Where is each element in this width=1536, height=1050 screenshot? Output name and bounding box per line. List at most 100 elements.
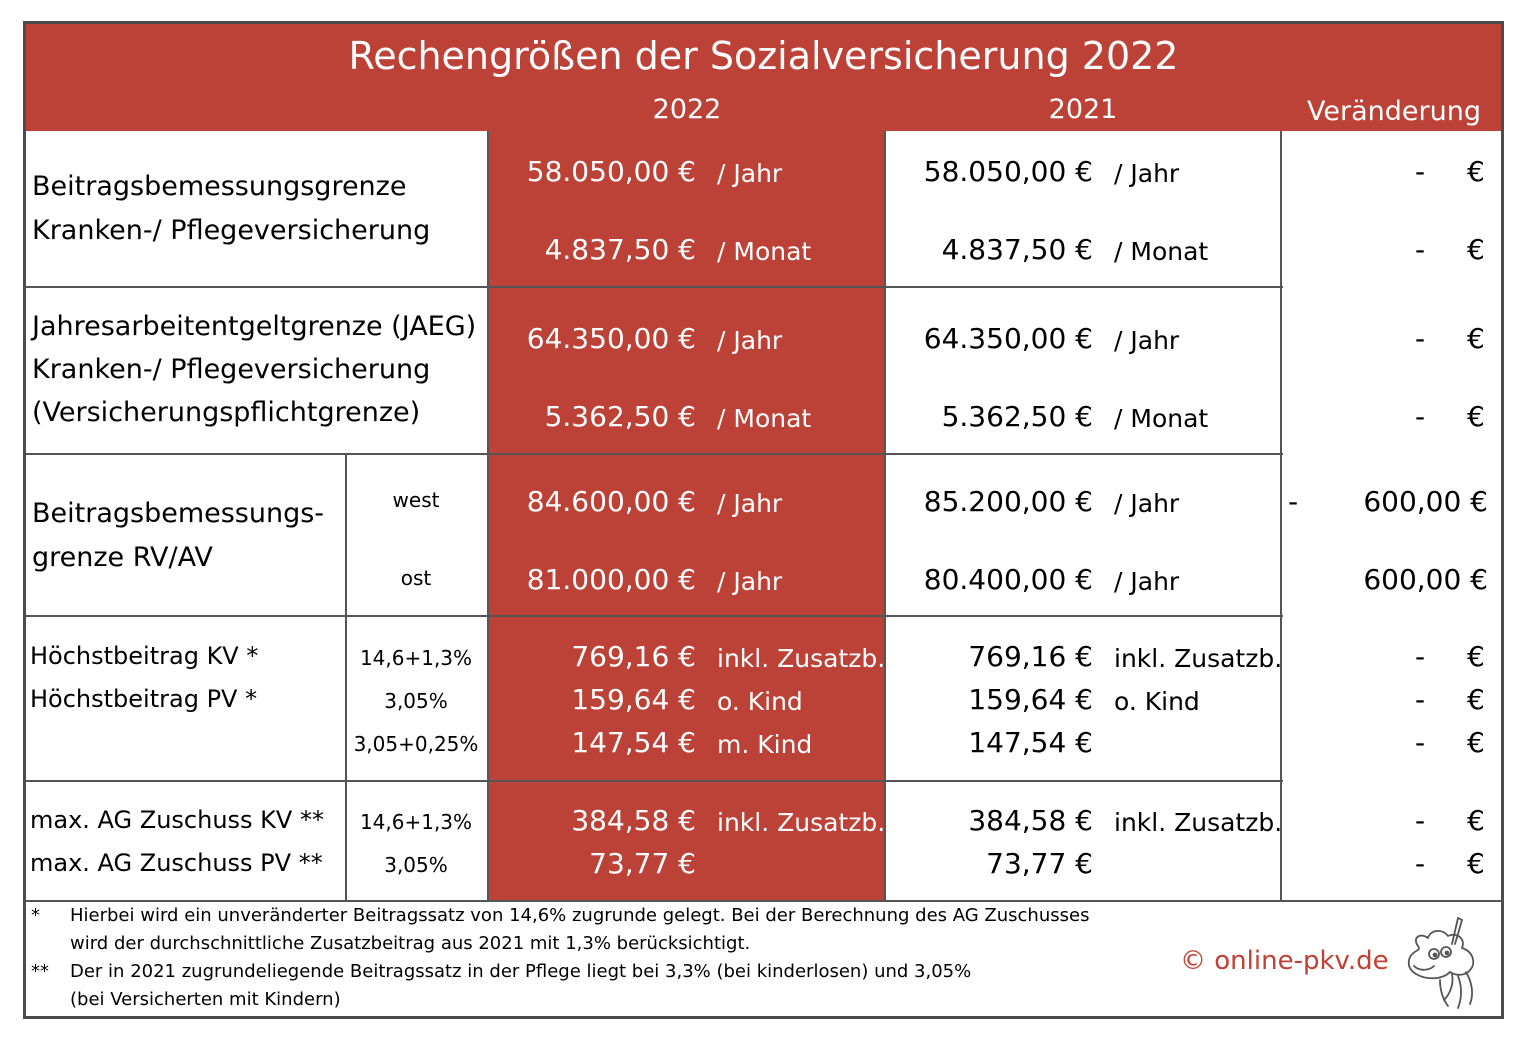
unit-label: o. Kind xyxy=(1114,687,1200,716)
footnote-text: (bei Versicherten mit Kindern) xyxy=(70,989,341,1010)
value-2022: 84.600,00 € xyxy=(526,485,696,518)
unit-label: inkl. Zusatzb. xyxy=(1114,808,1283,837)
unit-label: / Monat xyxy=(717,404,812,433)
value-2021: 4.837,50 € xyxy=(941,233,1093,266)
change-sign: - xyxy=(1288,485,1299,518)
rate-label: 3,05+0,25% xyxy=(353,732,479,756)
unit-label: / Jahr xyxy=(1114,159,1180,188)
footnote-text: wird der durchschnittliche Zusatzbeitrag… xyxy=(70,933,751,954)
value-2021: 58.050,00 € xyxy=(923,155,1093,188)
row-label: max. AG Zuschuss PV ** xyxy=(30,849,323,877)
value-2021: 159,64 € xyxy=(968,683,1093,716)
unit-label: / Jahr xyxy=(1114,489,1180,518)
column-2022-background xyxy=(489,131,885,901)
value-2022: 64.350,00 € xyxy=(526,322,696,355)
row-divider xyxy=(26,615,1283,617)
value-2022: 5.362,50 € xyxy=(544,400,696,433)
value-2022: 159,64 € xyxy=(571,683,696,716)
unit-label: / Monat xyxy=(1114,404,1209,433)
row-label: (Versicherungspflichtgrenze) xyxy=(32,397,421,428)
unit-label: / Jahr xyxy=(1114,326,1180,355)
rate-label: 3,05% xyxy=(384,853,448,877)
change-dash: - xyxy=(1415,400,1426,433)
change-euro: € xyxy=(1467,683,1485,716)
unit-label: / Jahr xyxy=(717,489,783,518)
change-dash: - xyxy=(1415,155,1426,188)
change-euro: € xyxy=(1467,233,1485,266)
rate-label: 3,05% xyxy=(384,689,448,713)
row-label: Jahresarbeitentgeltgrenze (JAEG) xyxy=(32,311,477,342)
value-2021: 80.400,00 € xyxy=(923,563,1093,596)
row-label: Beitragsbemessungs- xyxy=(32,498,325,529)
unit-label: inkl. Zusatzb. xyxy=(1114,644,1283,673)
row-label: grenze RV/AV xyxy=(32,542,213,573)
table-bottom-divider xyxy=(26,900,1501,902)
value-2022: 147,54 € xyxy=(571,726,696,759)
column-divider xyxy=(487,131,489,901)
footnote-text: Hierbei wird ein unveränderter Beitragss… xyxy=(70,905,1090,926)
column-header-change: Veränderung xyxy=(1307,96,1481,127)
change-euro: € xyxy=(1467,155,1485,188)
value-2021: 769,16 € xyxy=(968,640,1093,673)
change-euro: € xyxy=(1467,400,1485,433)
row-divider xyxy=(26,453,1283,455)
value-2022: 73,77 € xyxy=(589,847,696,880)
region-label-ost: ost xyxy=(400,566,432,590)
value-2021: 147,54 € xyxy=(968,726,1093,759)
change-euro: € xyxy=(1467,726,1485,759)
value-2021: 73,77 € xyxy=(986,847,1093,880)
change-euro: € xyxy=(1467,322,1485,355)
column-header-2021: 2021 xyxy=(1048,94,1118,125)
unit-label: inkl. Zusatzb. xyxy=(717,644,886,673)
value-2021: 5.362,50 € xyxy=(941,400,1093,433)
row-label: max. AG Zuschuss KV ** xyxy=(30,806,324,834)
unit-label: / Jahr xyxy=(1114,567,1180,596)
change-dash: - xyxy=(1415,804,1426,837)
row-label: Höchstbeitrag PV * xyxy=(30,685,258,713)
unit-label: inkl. Zusatzb. xyxy=(717,808,886,837)
page-title: Rechengrößen der Sozialversicherung 2022 xyxy=(348,34,1179,78)
unit-label: / Jahr xyxy=(717,567,783,596)
column-divider xyxy=(884,131,886,901)
change-euro: € xyxy=(1467,847,1485,880)
change-dash: - xyxy=(1415,640,1426,673)
change-euro: € xyxy=(1467,640,1485,673)
value-2022: 384,58 € xyxy=(571,804,696,837)
unit-label: o. Kind xyxy=(717,687,803,716)
row-divider xyxy=(26,780,1283,782)
copyright-link[interactable]: © online-pkv.de xyxy=(1180,946,1389,976)
row-label: Kranken-/ Pflegeversicherung xyxy=(32,354,431,385)
unit-label: / Jahr xyxy=(717,159,783,188)
value-2021: 85.200,00 € xyxy=(923,485,1093,518)
change-value: 600,00 € xyxy=(1363,485,1488,518)
change-dash: - xyxy=(1415,233,1426,266)
unit-label: m. Kind xyxy=(717,730,813,759)
unit-label: / Monat xyxy=(1114,237,1209,266)
value-2021: 384,58 € xyxy=(968,804,1093,837)
change-dash: - xyxy=(1415,726,1426,759)
footnote-marker: ** xyxy=(31,961,49,982)
column-header-2022: 2022 xyxy=(652,94,722,125)
change-euro: € xyxy=(1467,804,1485,837)
region-label-west: west xyxy=(392,488,440,512)
value-2022: 4.837,50 € xyxy=(544,233,696,266)
unit-label: / Jahr xyxy=(717,326,783,355)
value-2022: 58.050,00 € xyxy=(526,155,696,188)
row-divider xyxy=(26,286,1283,288)
row-label: Höchstbeitrag KV * xyxy=(30,642,259,670)
change-dash: - xyxy=(1415,847,1426,880)
value-2022: 769,16 € xyxy=(571,640,696,673)
footnote-text: Der in 2021 zugrundeliegende Beitragssat… xyxy=(70,961,972,982)
unit-label: / Monat xyxy=(717,237,812,266)
row-label: Beitragsbemessungsgrenze xyxy=(32,171,407,202)
unicorn-mascot-icon xyxy=(1407,917,1475,1009)
footnote-marker: * xyxy=(31,905,40,926)
column-divider xyxy=(1280,131,1282,901)
header-band xyxy=(26,24,1501,131)
value-2022: 81.000,00 € xyxy=(526,563,696,596)
change-value: 600,00 € xyxy=(1363,563,1488,596)
rate-label: 14,6+1,3% xyxy=(359,646,473,670)
row-label: Kranken-/ Pflegeversicherung xyxy=(32,215,431,246)
change-dash: - xyxy=(1415,683,1426,716)
column-divider xyxy=(345,453,347,901)
